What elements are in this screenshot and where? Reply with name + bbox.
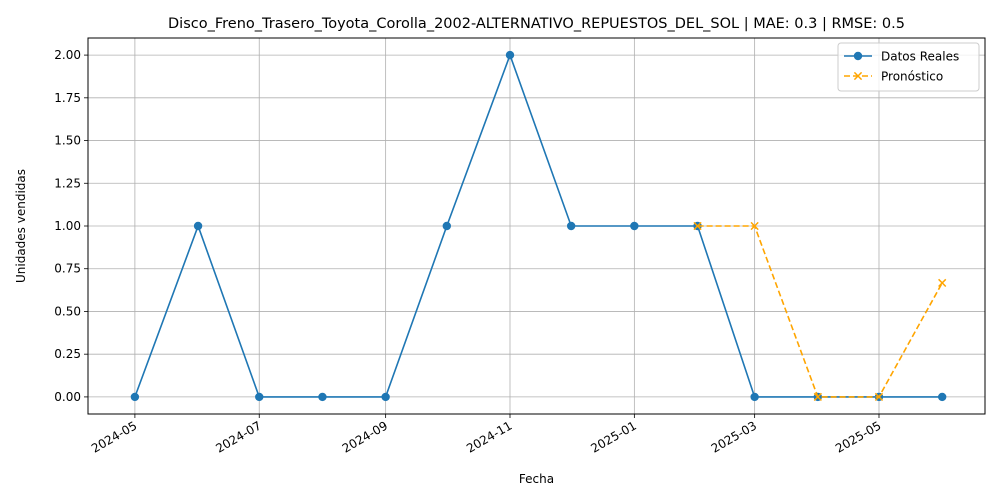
grid — [88, 38, 985, 414]
data-point — [442, 221, 451, 231]
x-tick-label: 2025-01 — [588, 418, 638, 455]
y-tick-label: 1.00 — [54, 219, 81, 233]
data-point — [193, 221, 203, 231]
y-axis-label: Unidades vendidas — [14, 169, 28, 283]
legend-item: Datos Reales — [844, 50, 959, 64]
data-point — [318, 392, 327, 402]
data-point — [130, 392, 140, 402]
x-tick-label: 2024-07 — [213, 418, 263, 455]
legend-label: Datos Reales — [881, 50, 959, 64]
legend: Datos Reales Pronóstico — [837, 42, 980, 92]
data-point — [693, 221, 702, 231]
x-tick-label: 2024-05 — [89, 418, 139, 455]
legend-box — [837, 42, 980, 92]
y-tick-label: 0.50 — [54, 304, 81, 318]
data-point — [505, 50, 515, 60]
data-point — [750, 392, 759, 402]
data-point — [381, 392, 390, 402]
data-point — [630, 221, 639, 231]
x-tick-label: 2024-09 — [340, 418, 390, 455]
legend-label: Pronóstico — [881, 70, 943, 84]
data-point — [853, 51, 863, 61]
y-tick-label: 0.25 — [54, 347, 81, 361]
data-point — [937, 392, 947, 402]
data-point — [750, 221, 759, 231]
x-tick-label: 2025-03 — [709, 418, 759, 455]
x-tick-label: 2025-05 — [833, 418, 883, 455]
data-point — [813, 392, 822, 402]
chart-title: Disco_Freno_Trasero_Toyota_Corolla_2002-… — [168, 16, 905, 32]
x-tick-label: 2024-11 — [464, 418, 514, 455]
y-tick-label: 1.25 — [54, 176, 81, 190]
data-point — [874, 392, 884, 402]
data-point — [938, 278, 947, 288]
y-tick-label: 1.50 — [54, 134, 81, 148]
data-point — [566, 221, 576, 231]
y-tick-label: 2.00 — [54, 48, 81, 62]
series-group — [693, 221, 947, 402]
data-point — [853, 71, 863, 81]
y-tick-label: 1.75 — [54, 91, 81, 105]
y-tick-label: 0.00 — [54, 390, 81, 404]
legend-item: Pronóstico — [844, 70, 943, 84]
series-line — [134, 52, 943, 398]
y-tick-label: 0.75 — [54, 262, 81, 276]
series — [130, 50, 947, 402]
axis-ticks: 2024-05 2024-07 2024-09 2024-11 2025-01 2025-… — [54, 48, 883, 456]
data-point — [255, 392, 264, 402]
x-axis-label: Fecha — [519, 472, 554, 486]
